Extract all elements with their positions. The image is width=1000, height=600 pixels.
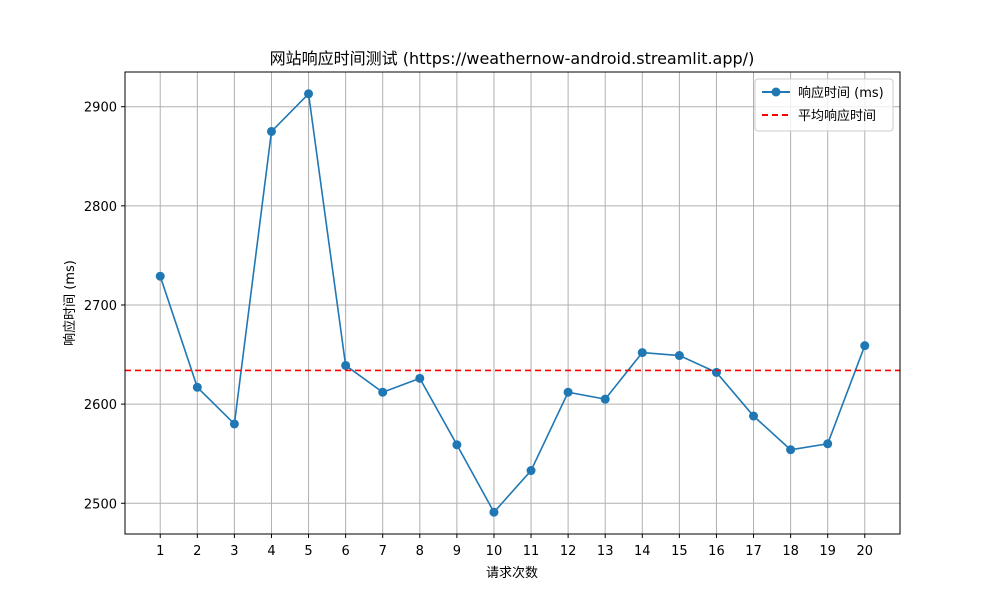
x-tick-label: 13: [597, 544, 614, 559]
grid: [125, 72, 900, 534]
x-tick-label: 7: [379, 544, 387, 559]
data-point: [452, 440, 462, 450]
x-tick-label: 3: [230, 544, 238, 559]
data-point: [192, 382, 202, 392]
y-tick-label: 2800: [84, 200, 117, 215]
x-tick-label: 9: [453, 544, 461, 559]
data-point: [600, 394, 610, 404]
legend-label-response: 响应时间 (ms): [798, 85, 884, 101]
y-axis-ticks: 2500 2600 2700 2800 2900: [84, 101, 125, 512]
legend: 响应时间 (ms) 平均响应时间: [754, 78, 894, 132]
x-tick-label: 6: [341, 544, 349, 559]
x-tick-label: 14: [634, 544, 651, 559]
data-point: [563, 387, 573, 397]
y-tick-label: 2700: [84, 299, 117, 314]
x-tick-label: 17: [745, 544, 762, 559]
data-point: [749, 411, 759, 421]
legend-label-average: 平均响应时间: [798, 108, 876, 124]
data-point: [674, 351, 684, 361]
data-point: [415, 373, 425, 383]
data-point: [304, 89, 314, 99]
x-axis-ticks: 1 2 3 4 5 6 7 8 9 10 11 12 13 14 15 16 17 18 19 20: [156, 534, 873, 559]
data-point: [823, 439, 833, 449]
data-point: [341, 360, 351, 370]
data-point: [155, 271, 165, 281]
x-tick-label: 18: [782, 544, 799, 559]
y-axis-label: 响应时间 (ms): [62, 260, 78, 346]
x-tick-label: 19: [819, 544, 836, 559]
plot-marks: [125, 89, 900, 517]
data-point: [266, 126, 276, 136]
x-tick-label: 12: [560, 544, 577, 559]
x-tick-label: 16: [708, 544, 725, 559]
data-point: [378, 387, 388, 397]
y-tick-label: 2900: [84, 101, 117, 116]
x-tick-label: 4: [267, 544, 275, 559]
data-point: [526, 466, 536, 476]
data-point: [786, 445, 796, 455]
y-tick-label: 2500: [84, 497, 117, 512]
x-tick-label: 1: [156, 544, 164, 559]
x-axis-label: 请求次数: [486, 565, 538, 581]
x-tick-label: 10: [486, 544, 503, 559]
x-tick-label: 11: [523, 544, 540, 559]
x-tick-label: 20: [856, 544, 873, 559]
x-tick-label: 8: [416, 544, 424, 559]
x-tick-label: 15: [671, 544, 688, 559]
chart-title: 网站响应时间测试 (https://weathernow-android.str…: [270, 49, 755, 68]
x-tick-label: 2: [193, 544, 201, 559]
data-point: [711, 367, 721, 377]
y-tick-label: 2600: [84, 398, 117, 413]
x-tick-label: 5: [304, 544, 312, 559]
legend-marker-response: [771, 87, 781, 97]
response-time-line: [159, 92, 866, 514]
data-point: [229, 419, 239, 429]
data-point: [860, 341, 870, 351]
plot-frame: [124, 71, 901, 535]
data-point: [637, 348, 647, 358]
data-point: [489, 507, 499, 517]
